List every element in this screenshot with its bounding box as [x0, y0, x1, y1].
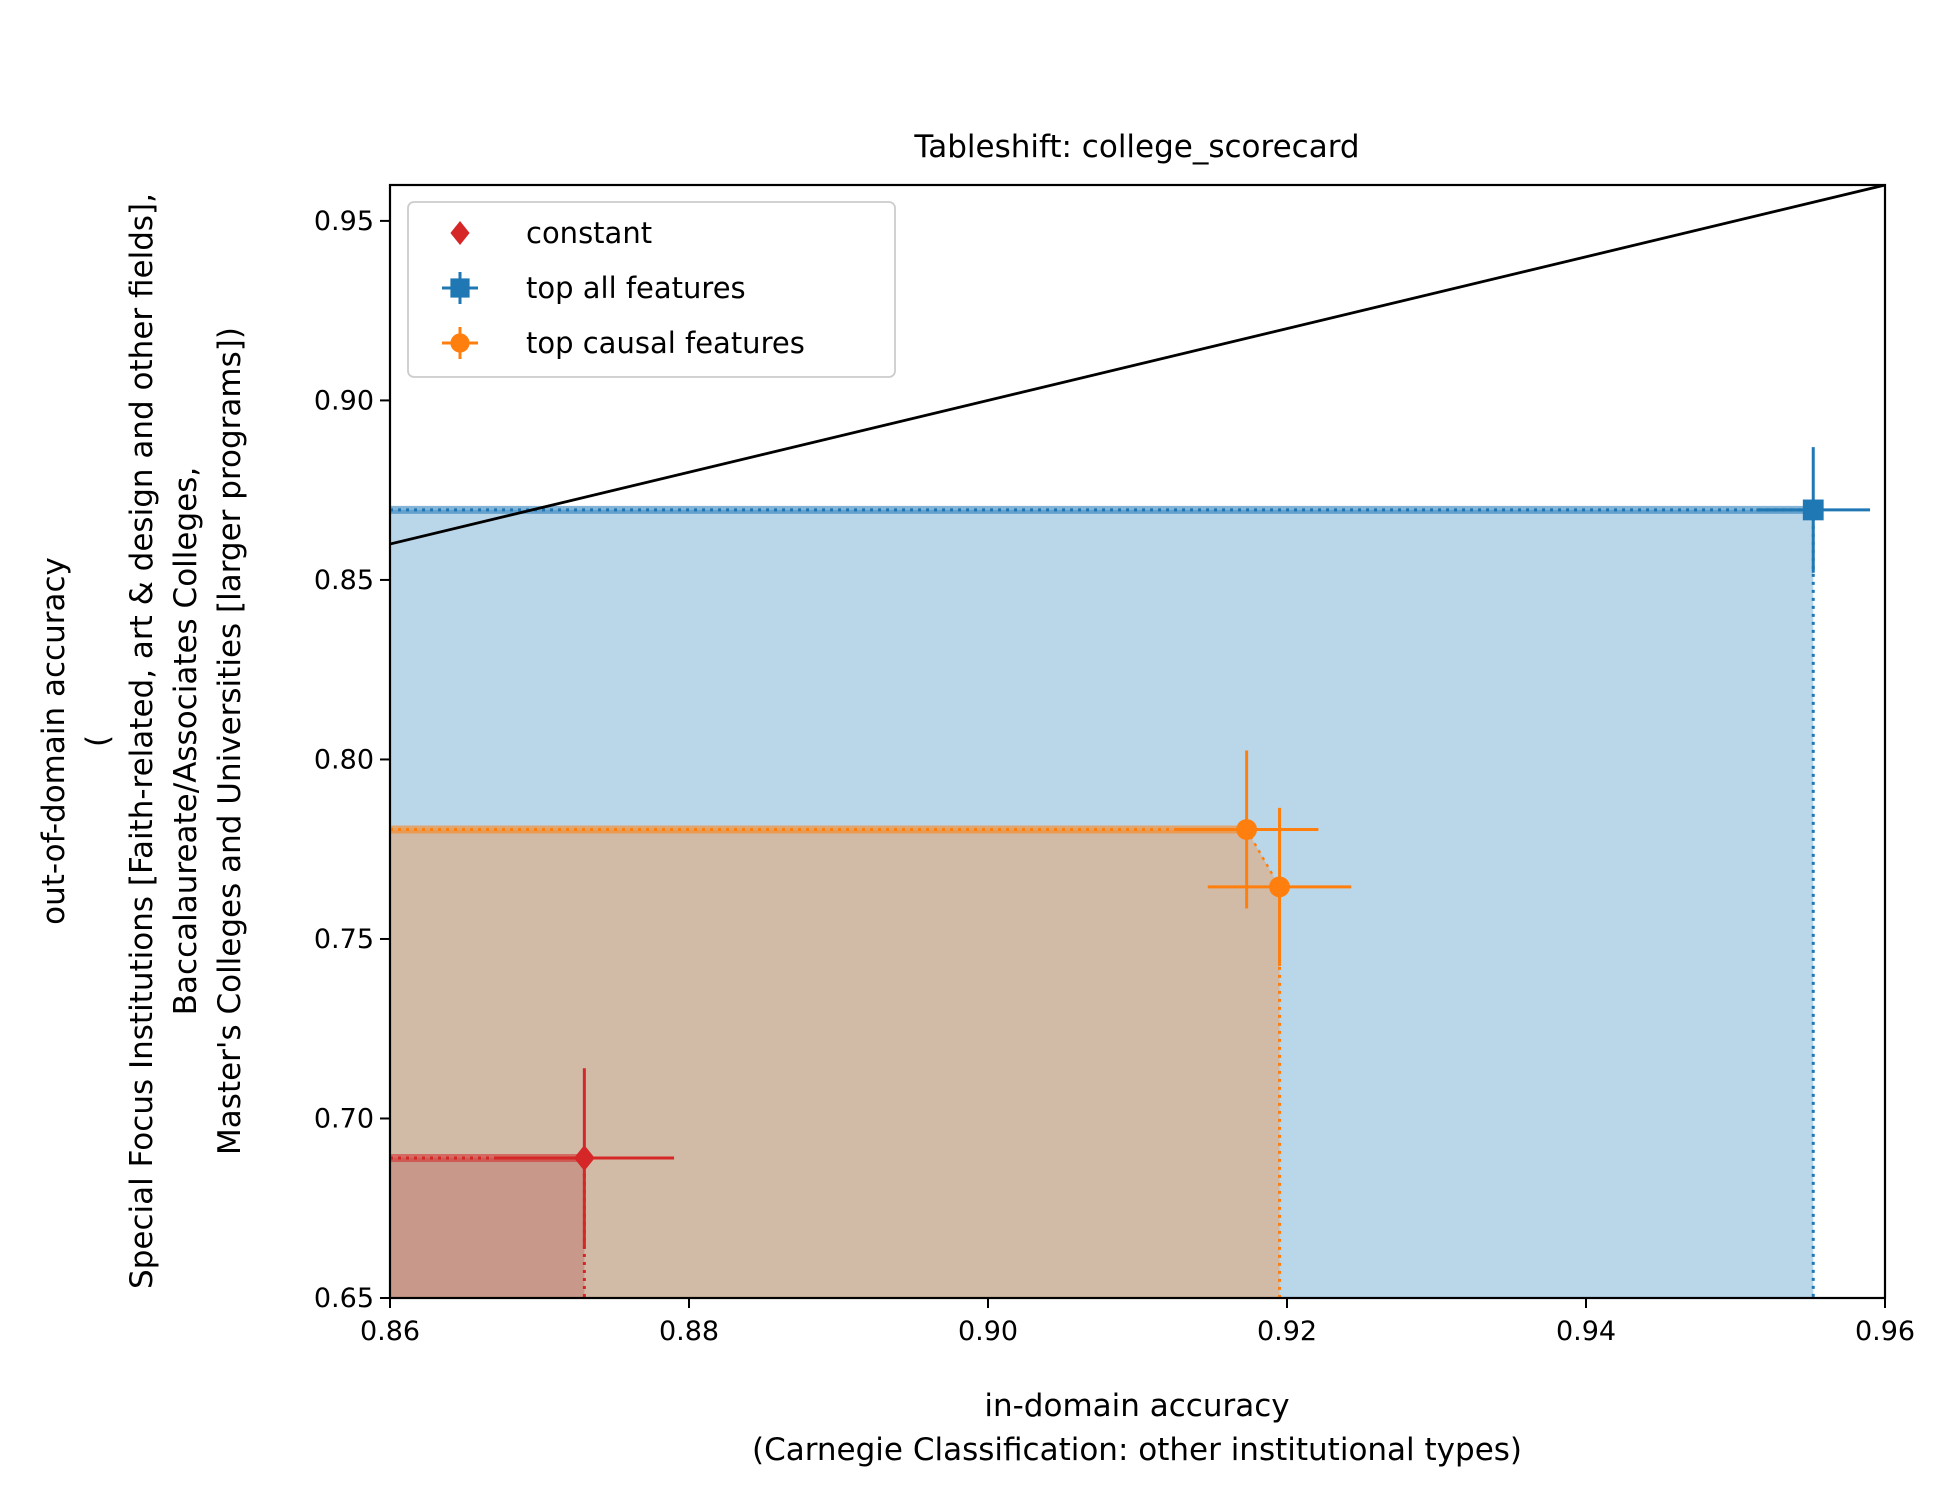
legend-marker-top-causal-features [442, 327, 478, 359]
y-axis-label-line-1: out-of-domain accuracy [36, 557, 72, 925]
y-tick-label-0-65: 0.65 [314, 1283, 374, 1314]
diagonal-reference [390, 185, 1885, 546]
legend-marker-constant [450, 221, 470, 245]
y-tick-label-0-90: 0.90 [314, 385, 374, 416]
fill-region-top-causal-features [390, 829, 1280, 1298]
chart-title: Tableshift: college_scorecard [913, 129, 1359, 165]
legend-label-top-causal-features: top causal features [526, 326, 805, 360]
frontier-line-top-causal-features [1245, 828, 1281, 888]
point-top-causal-features-1 [1269, 876, 1290, 898]
legend-entry-top-causal-features: top causal features [442, 326, 805, 360]
point-top-all-features-0 [1802, 499, 1824, 521]
x-tick-label-0-92: 0.92 [1257, 1316, 1317, 1347]
y-tick-label-0-70: 0.70 [314, 1103, 374, 1134]
y-axis-ticks: 0.65 0.70 0.75 0.80 0.85 0.90 0.95 [314, 206, 390, 1314]
x-tick-label-0-90: 0.90 [958, 1316, 1018, 1347]
plot-area [390, 185, 1885, 1298]
x-tick-label-0-96: 0.96 [1855, 1316, 1915, 1347]
legend-label-constant: constant [526, 216, 652, 250]
y-axis-label-line-5: Master's Colleges and Universities [larg… [212, 327, 248, 1155]
x-tick-label-0-94: 0.94 [1556, 1316, 1616, 1347]
y-tick-label-0-95: 0.95 [314, 206, 374, 237]
legend-label-top-all-features: top all features [526, 271, 746, 305]
y-axis-label: out-of-domain accuracy ( Special Focus I… [36, 193, 248, 1289]
point-top-causal-features-0 [1236, 819, 1258, 840]
legend-box [407, 201, 896, 378]
axes-frame [388, 183, 1887, 1300]
point-constant-0 [573, 1144, 595, 1171]
legend-marker-top-all-features [442, 272, 478, 304]
x-axis-ticks: 0.86 0.88 0.90 0.92 0.94 0.96 [360, 1298, 1915, 1347]
x-axis-label-line-2: (Carnegie Classification: other institut… [752, 1432, 1522, 1468]
legend-symbol-top-all-features [450, 278, 470, 298]
y-axis-label-line-4: Baccalaureate/Associates Colleges, [168, 467, 204, 1015]
data-points [494, 447, 1871, 1248]
x-tick-label-0-88: 0.88 [659, 1316, 719, 1347]
guide-lines [390, 505, 1815, 1298]
y-axis-label-line-2: ( [80, 735, 116, 747]
diagonal-line [390, 185, 1885, 546]
y-axis-label-line-3: Special Focus Institutions [Faith-relate… [124, 193, 160, 1289]
legend-symbol-top-causal-features [450, 333, 470, 353]
y-tick-label-0-75: 0.75 [314, 924, 374, 955]
fill-region-constant [390, 1157, 585, 1298]
legend-symbol-constant [450, 221, 470, 245]
legend: constant top all features top causal fea… [407, 201, 896, 378]
legend-entry-constant: constant [450, 216, 652, 250]
fill-regions [390, 509, 1814, 1298]
x-tick-label-0-86: 0.86 [360, 1316, 420, 1347]
y-tick-label-0-85: 0.85 [314, 565, 374, 596]
y-tick-label-0-80: 0.80 [314, 744, 374, 775]
legend-entry-top-all-features: top all features [442, 271, 746, 305]
x-axis-label-line-1: in-domain accuracy [984, 1388, 1289, 1424]
